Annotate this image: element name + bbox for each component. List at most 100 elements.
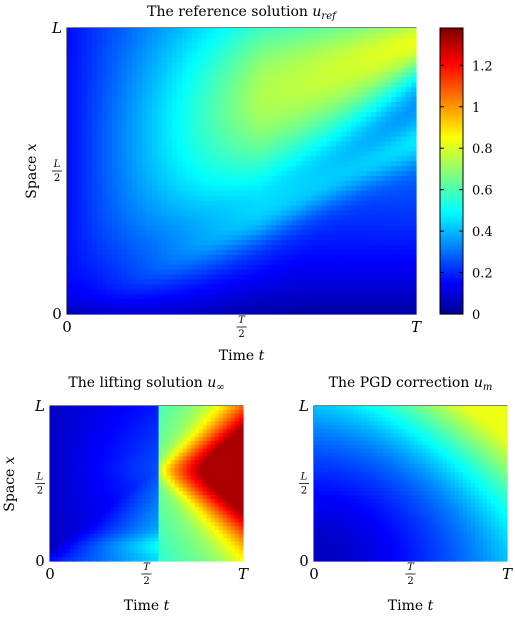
heatmap-cell-main <box>316 47 322 54</box>
heatmap-cell-main <box>67 210 73 216</box>
heatmap-cell-lifting <box>102 553 107 558</box>
heatmap-cell-main <box>81 121 88 128</box>
heatmap-cell-main <box>151 82 158 88</box>
heatmap-cell-main <box>331 269 337 276</box>
heatmap-cell-main <box>211 156 218 162</box>
heatmap-cell-main <box>141 264 148 271</box>
colorbar-segment <box>440 223 463 227</box>
heatmap-cell-main <box>221 42 228 49</box>
heatmap-cell-main <box>381 180 387 187</box>
heatmap-cell-main <box>341 244 347 251</box>
heatmap-cell-main <box>356 116 362 123</box>
heatmap-cell-main <box>271 156 277 162</box>
heatmap-cell-main <box>176 126 183 133</box>
heatmap-cell-main <box>226 111 233 118</box>
heatmap-cell-main <box>291 264 297 271</box>
heatmap-cell-main <box>216 156 223 162</box>
heatmap-cell-main <box>321 106 327 113</box>
heatmap-cell-main <box>106 116 113 123</box>
heatmap-cell-main <box>181 185 188 192</box>
heatmap-cell-main <box>156 42 163 49</box>
heatmap-cell-main <box>191 230 198 236</box>
heatmap-cell-main <box>201 57 208 64</box>
heatmap-cell-main <box>81 200 88 207</box>
heatmap-cell-lifting <box>94 549 99 554</box>
heatmap-cell-main <box>261 190 268 197</box>
heatmap-cell-main <box>256 299 263 305</box>
heatmap-cell-main <box>236 220 243 226</box>
heatmap-cell-main <box>266 57 273 64</box>
heatmap-cell-main <box>406 264 412 271</box>
heatmap-cell-main <box>256 171 263 177</box>
heatmap-cell-main <box>266 146 273 152</box>
heatmap-cell-main <box>236 67 243 73</box>
heatmap-cell-main <box>236 126 243 133</box>
heatmap-cell-main <box>176 304 183 310</box>
heatmap-cell-main <box>261 304 268 310</box>
heatmap-cell-main <box>101 210 108 216</box>
heatmap-cell-main <box>86 67 93 73</box>
heatmap-cell-main <box>196 77 203 83</box>
heatmap-cell-lifting <box>70 533 75 539</box>
heatmap-cell-main <box>111 230 118 236</box>
heatmap-cell-main <box>81 126 88 133</box>
heatmap-cell-main <box>96 52 103 59</box>
heatmap-cell-main <box>131 92 138 98</box>
heatmap-cell-main <box>81 244 88 251</box>
heatmap-cell-main <box>411 274 417 281</box>
heatmap-cell-main <box>411 146 417 152</box>
heatmap-cell-main <box>291 274 297 281</box>
heatmap-cell-lifting <box>114 413 119 419</box>
heatmap-cell-lifting <box>118 510 123 516</box>
heatmap-cell-main <box>141 92 148 98</box>
heatmap-cell-main <box>261 264 268 271</box>
heatmap-cell-lifting <box>114 452 119 457</box>
heatmap-cell-lifting <box>78 483 83 488</box>
heatmap-cell-main <box>101 106 108 113</box>
heatmap-cell-lifting <box>54 479 59 485</box>
colorbar-segment <box>440 273 463 277</box>
heatmap-cell-lifting <box>58 510 63 516</box>
heatmap-cell-main <box>121 185 128 192</box>
heatmap-cell-lifting <box>58 406 63 411</box>
heatmap-cell-lifting <box>50 433 55 438</box>
heatmap-cell-main <box>221 161 228 167</box>
heatmap-cell-lifting <box>50 502 55 508</box>
heatmap-cell-main <box>156 136 163 143</box>
heatmap-cell-main <box>91 274 98 281</box>
heatmap-cell-main <box>266 97 273 103</box>
heatmap-cell-lifting <box>54 409 59 415</box>
heatmap-cell-main <box>321 225 327 231</box>
heatmap-cell-main <box>216 249 223 256</box>
heatmap-cell-main <box>276 151 282 157</box>
heatmap-cell-main <box>206 299 213 305</box>
heatmap-cell-main <box>306 151 312 157</box>
heatmap-cell-main <box>371 205 377 212</box>
heatmap-cell-main <box>391 259 397 266</box>
heatmap-cell-main <box>246 230 253 236</box>
heatmap-cell-main <box>166 92 173 98</box>
heatmap-cell-main <box>181 264 188 271</box>
heatmap-cell-main <box>381 72 387 78</box>
heatmap-cell-main <box>226 249 233 256</box>
heatmap-cell-main <box>341 171 347 177</box>
heatmap-cell-lifting <box>102 502 107 508</box>
colorbar-segment <box>440 137 463 141</box>
heatmap-cell-lifting <box>114 464 119 469</box>
heatmap-cell-lifting <box>62 417 67 423</box>
heatmap-cell-main <box>286 97 292 103</box>
heatmap-cell-main <box>376 97 382 103</box>
heatmap-cell-main <box>406 259 412 266</box>
heatmap-cell-main <box>351 185 357 192</box>
heatmap-cell-main <box>246 67 253 73</box>
heatmap-cell-main <box>101 156 108 162</box>
heatmap-cell-main <box>251 146 258 152</box>
heatmap-cell-main <box>101 200 108 207</box>
heatmap-cell-lifting <box>66 537 71 543</box>
heatmap-cell-lifting <box>66 483 71 488</box>
heatmap-cell-main <box>241 190 248 197</box>
heatmap-cell-lifting <box>114 522 119 527</box>
heatmap-cell-main <box>191 62 198 69</box>
heatmap-cell-main <box>186 205 193 212</box>
heatmap-cell-main <box>386 101 392 108</box>
